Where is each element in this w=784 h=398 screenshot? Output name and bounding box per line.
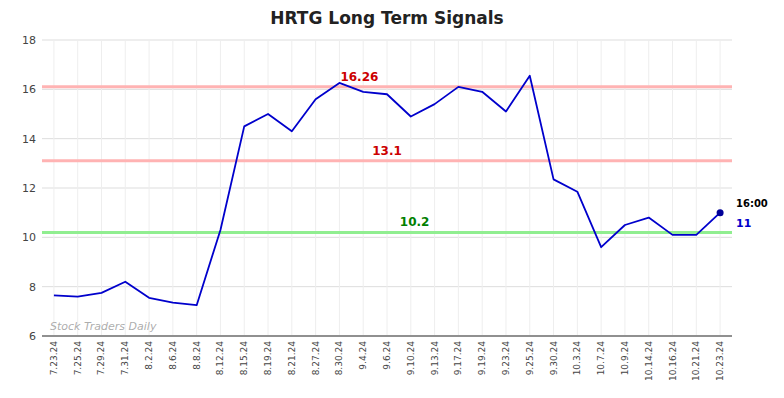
x-grid-line xyxy=(101,40,102,336)
x-grid-line xyxy=(387,40,388,336)
x-tick-label: 8.2.24 xyxy=(144,341,154,370)
x-tick-label: 9.19.24 xyxy=(477,341,487,376)
reference-label: 16.26 xyxy=(340,70,378,84)
x-tick-label: 7.25.24 xyxy=(73,341,83,376)
x-tick-label: 8.12.24 xyxy=(215,341,225,376)
chart: 6 8 10 12 14 16 18 7.23.24 7.25.24 7.29.24 7.31.24… xyxy=(0,0,784,398)
x-grid-line xyxy=(696,40,697,336)
x-tick-label: 10.3.24 xyxy=(572,341,582,376)
x-grid-line xyxy=(672,40,673,336)
x-tick-label: 8.30.24 xyxy=(334,341,344,376)
y-tick-label: 18 xyxy=(22,34,36,47)
last-price-label: 11 xyxy=(736,217,751,230)
series xyxy=(54,76,724,305)
reference-line xyxy=(42,159,732,162)
x-axis-line xyxy=(42,336,732,337)
last-time-label: 16:00 xyxy=(736,198,768,209)
x-grid-line xyxy=(624,40,625,336)
title: HRTG Long Term Signals xyxy=(270,8,503,28)
y-grid-line xyxy=(42,336,732,337)
x-tick-label: 9.4.24 xyxy=(358,341,368,370)
x-tick-label: 9.30.24 xyxy=(549,341,559,376)
x-grid-line xyxy=(244,40,245,336)
x-grid-line xyxy=(149,40,150,336)
reference-label: 13.1 xyxy=(372,144,402,158)
x-grid-line xyxy=(77,40,78,336)
x-tick-label: 9.23.24 xyxy=(501,341,511,376)
y-tick-label: 12 xyxy=(22,182,36,195)
y-tick-label: 10 xyxy=(22,231,36,244)
x-tick-label: 9.17.24 xyxy=(453,341,463,376)
grid xyxy=(42,40,732,336)
x-tick-label: 10.16.24 xyxy=(668,341,678,381)
reference-label: 10.2 xyxy=(400,215,430,229)
x-grid-line xyxy=(339,40,340,336)
x-grid-line xyxy=(291,40,292,336)
x-tick-label: 7.29.24 xyxy=(96,341,106,376)
x-tick-label: 9.13.24 xyxy=(430,341,440,376)
x-tick-label: 7.31.24 xyxy=(120,341,130,376)
x-tick-label: 8.15.24 xyxy=(239,341,249,376)
x-tick-label: 8.8.24 xyxy=(192,341,202,370)
x-grid-line xyxy=(529,40,530,336)
x-tick-label: 9.6.24 xyxy=(382,341,392,370)
x-grid-line xyxy=(220,40,221,336)
x-tick-label: 10.9.24 xyxy=(620,341,630,376)
x-grid-line xyxy=(125,40,126,336)
x-grid-line xyxy=(53,40,54,336)
y-tick-label: 6 xyxy=(29,330,36,343)
x-grid-line xyxy=(434,40,435,336)
x-grid-line xyxy=(172,40,173,336)
x-grid-line xyxy=(505,40,506,336)
x-grid-line xyxy=(577,40,578,336)
price-line xyxy=(54,76,720,305)
last-point xyxy=(717,209,724,216)
y-tick-label: 14 xyxy=(22,133,36,146)
x-grid-line xyxy=(648,40,649,336)
x-grid-line xyxy=(553,40,554,336)
x-grid-line xyxy=(410,40,411,336)
watermark: Stock Traders Daily xyxy=(50,320,157,333)
x-tick-label: 8.21.24 xyxy=(287,341,297,376)
x-grid-line xyxy=(482,40,483,336)
x-tick-label: 10.7.24 xyxy=(596,341,606,376)
y-tick-label: 16 xyxy=(22,83,36,96)
x-tick-label: 10.23.24 xyxy=(715,341,725,381)
x-tick-label: 10.14.24 xyxy=(644,341,654,381)
x-grid-line xyxy=(458,40,459,336)
x-tick-label: 8.27.24 xyxy=(311,341,321,376)
reference-line xyxy=(42,231,732,234)
y-tick-label: 8 xyxy=(29,281,36,294)
x-tick-label: 8.19.24 xyxy=(263,341,273,376)
x-tick-label: 7.23.24 xyxy=(49,341,59,376)
x-tick-label: 10.21.24 xyxy=(691,341,701,381)
x-grid-line xyxy=(196,40,197,336)
reference-lines xyxy=(42,87,732,233)
x-tick-label: 8.6.24 xyxy=(168,341,178,370)
x-grid-line xyxy=(315,40,316,336)
reference-line xyxy=(42,85,732,88)
x-tick-label: 9.25.24 xyxy=(525,341,535,376)
x-grid-line xyxy=(268,40,269,336)
x-grid-line xyxy=(363,40,364,336)
x-tick-label: 9.10.24 xyxy=(406,341,416,376)
x-grid-line xyxy=(601,40,602,336)
x-grid-line xyxy=(720,40,721,336)
